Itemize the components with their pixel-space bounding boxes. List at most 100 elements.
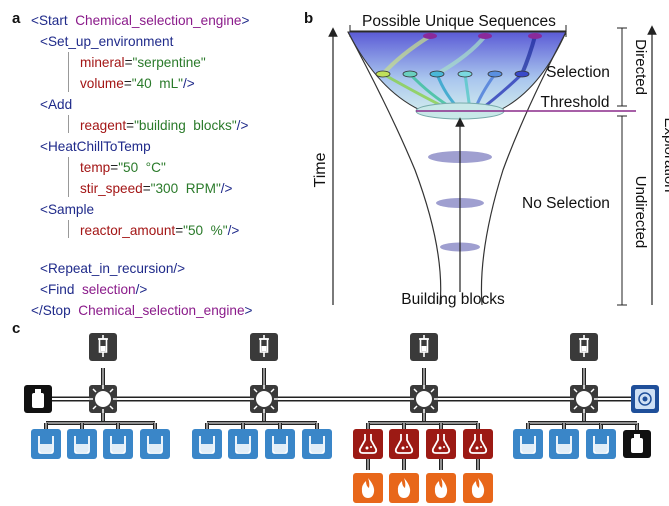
code-line-setup: <Set_up_environment bbox=[40, 31, 173, 52]
code-tag-end: /> bbox=[220, 181, 233, 196]
code-value: "300 RPM" bbox=[150, 181, 221, 196]
no-selection-label: No Selection bbox=[522, 195, 610, 212]
code-name: Chemical_selection_engine bbox=[78, 303, 245, 318]
sequence-node bbox=[514, 70, 530, 78]
reactor-vessel bbox=[302, 429, 332, 459]
code-value: "building blocks" bbox=[134, 118, 237, 133]
sequence-node bbox=[478, 33, 492, 39]
syringe-pump bbox=[570, 333, 598, 361]
sequence-node bbox=[423, 33, 437, 39]
heater-block bbox=[389, 473, 419, 503]
sequence-node bbox=[528, 33, 542, 39]
code-name: selection bbox=[81, 282, 136, 297]
code-tag: </Stop bbox=[31, 303, 71, 318]
code-tag-end: > bbox=[244, 303, 253, 318]
code-tag: <Sample bbox=[40, 202, 95, 217]
code-line-stir: stir_speed="300 RPM"/> bbox=[80, 178, 232, 199]
code-attr: stir_speed bbox=[80, 181, 143, 196]
reactor-vessel bbox=[31, 429, 61, 459]
code-tag-end: /> bbox=[236, 118, 249, 133]
code-attr: reagent bbox=[80, 118, 127, 133]
reaction-flask bbox=[463, 429, 493, 459]
code-eq: = bbox=[175, 223, 184, 238]
sequence-node bbox=[457, 70, 473, 78]
code-line-temp: temp="50 °C" bbox=[80, 157, 166, 178]
sequence-node bbox=[429, 70, 445, 78]
selection-label: Selection bbox=[546, 64, 610, 81]
heater-block bbox=[463, 473, 493, 503]
building-blocks-label: Building blocks bbox=[401, 291, 505, 308]
code-name: Chemical_selection_engine bbox=[75, 13, 242, 28]
code-tag: <Set_up_environment bbox=[40, 34, 174, 49]
code-line-repeat: <Repeat_in_recursion/> bbox=[40, 258, 185, 279]
code-value: "40 mL" bbox=[131, 76, 183, 91]
code-tag: <Find bbox=[40, 282, 75, 297]
reactor-vessel bbox=[140, 429, 170, 459]
code-value: "serpentine" bbox=[132, 55, 206, 70]
exploration-label: Exploration bbox=[661, 117, 669, 192]
code-tag-end: /> bbox=[183, 76, 195, 91]
sequence-node bbox=[487, 70, 503, 78]
undirected-label: Undirected bbox=[632, 176, 649, 249]
code-attr: mineral bbox=[80, 55, 125, 70]
sequence-path bbox=[381, 34, 432, 76]
directed-label: Directed bbox=[632, 39, 649, 95]
code-tag: <Repeat_in_recursion/> bbox=[40, 261, 186, 276]
panel-label-c: c bbox=[12, 320, 21, 337]
code-line-volume: volume="40 mL"/> bbox=[80, 73, 195, 94]
code-line-heatchill: <HeatChillToTemp bbox=[40, 136, 151, 157]
xdl-code-listing: <Start Chemical_selection_engine> <Set_u… bbox=[10, 10, 252, 436]
code-value: "50 °C" bbox=[118, 160, 166, 175]
syringe-pump bbox=[410, 333, 438, 361]
waste-bottle bbox=[623, 430, 651, 458]
camera-module bbox=[631, 385, 659, 413]
code-tag: <Add bbox=[40, 97, 73, 112]
code-attr: volume bbox=[80, 76, 124, 91]
code-guide-line bbox=[68, 115, 69, 133]
code-line-find: <Find selection/> bbox=[40, 279, 147, 300]
code-line-add: <Add bbox=[40, 94, 72, 115]
panel-label-a: a bbox=[12, 10, 21, 27]
code-tag: <HeatChillToTemp bbox=[40, 139, 151, 154]
syringe-pump bbox=[250, 333, 278, 361]
code-eq: = bbox=[126, 118, 135, 133]
code-eq: = bbox=[142, 181, 151, 196]
code-line-reagent: reagent="building blocks"/> bbox=[80, 115, 248, 136]
reactor-vessel bbox=[67, 429, 97, 459]
panel-label-b: b bbox=[304, 10, 314, 27]
platform-diagram bbox=[24, 333, 659, 503]
code-line-reactor-amount: reactor_amount="50 %"/> bbox=[80, 220, 239, 241]
code-guide-line bbox=[68, 52, 69, 92]
reactor-vessel bbox=[265, 429, 295, 459]
code-eq: = bbox=[110, 160, 119, 175]
reactor-vessel bbox=[192, 429, 222, 459]
code-line-sample: <Sample bbox=[40, 199, 94, 220]
funnel-outline-right bbox=[480, 31, 567, 306]
code-value: "50 %" bbox=[183, 223, 228, 238]
reactor-vessel bbox=[103, 429, 133, 459]
code-tag-end: /> bbox=[227, 223, 240, 238]
selection-valve bbox=[569, 384, 599, 414]
sequence-node bbox=[402, 70, 418, 78]
syringe-pump bbox=[89, 333, 117, 361]
sequence-node bbox=[375, 70, 391, 78]
selection-valve bbox=[88, 384, 118, 414]
time-label: Time bbox=[312, 152, 329, 187]
threshold-label: Threshold bbox=[541, 94, 610, 111]
reagent-bottle bbox=[24, 385, 52, 413]
reaction-flask bbox=[389, 429, 419, 459]
reactor-vessel bbox=[586, 429, 616, 459]
funnel-diagram: Time Possible Unique Sequences Selection… bbox=[312, 13, 669, 308]
heater-block bbox=[426, 473, 456, 503]
code-guide-line bbox=[68, 157, 69, 197]
reactor-vessel bbox=[549, 429, 579, 459]
reactor-vessel bbox=[513, 429, 543, 459]
reactor-vessel bbox=[228, 429, 258, 459]
code-line-stop: </Stop Chemical_selection_engine> bbox=[31, 300, 252, 321]
code-line-start: <Start Chemical_selection_engine> bbox=[31, 10, 249, 31]
camera-icon bbox=[638, 392, 652, 406]
code-eq: = bbox=[124, 55, 133, 70]
reaction-flask bbox=[353, 429, 383, 459]
sequence-path bbox=[436, 34, 487, 76]
code-guide-line bbox=[68, 220, 69, 238]
